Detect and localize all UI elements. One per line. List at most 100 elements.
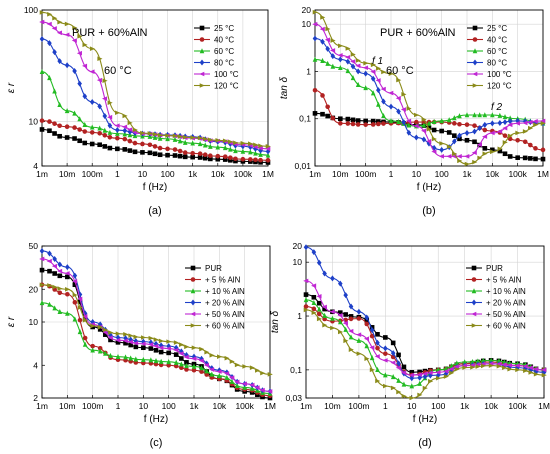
legend: 25 °C 40 °C 60 °C 80 °C 100 °C 120 °C <box>467 24 512 91</box>
data-point <box>426 120 432 126</box>
legend: 25 °C 40 °C 60 °C 80 °C 100 °C 120 °C <box>194 24 239 91</box>
data-point <box>147 150 153 156</box>
data-point <box>153 343 159 349</box>
data-point <box>395 95 401 101</box>
data-point <box>102 132 108 138</box>
data-point <box>47 128 52 134</box>
data-point <box>122 127 128 134</box>
data-point <box>158 345 164 351</box>
data-point <box>475 362 481 367</box>
data-point <box>376 66 382 71</box>
data-point <box>209 371 215 377</box>
data-point <box>345 58 351 65</box>
data-point <box>523 368 529 373</box>
data-point <box>390 360 396 365</box>
x-tick-label: 10k <box>212 401 226 411</box>
x-axis-label: f (Hz) <box>417 182 441 193</box>
chart-panel-a: 1m 10m 100m 1 10 100 1k 10k 100k 1M 100 10 4 f (Hz) ε … <box>6 5 274 217</box>
data-point <box>311 299 317 306</box>
x-tick-label: 1M <box>537 169 549 179</box>
data-point <box>197 155 203 160</box>
data-point <box>82 314 88 319</box>
data-point <box>115 337 121 343</box>
data-point <box>64 124 70 129</box>
data-point <box>64 271 70 276</box>
x-tick-label: 10k <box>485 169 499 179</box>
data-point <box>364 356 370 362</box>
x-tick-label: 100k <box>235 401 254 411</box>
data-point <box>350 117 356 123</box>
data-point <box>97 103 102 110</box>
data-point <box>133 340 139 346</box>
data-point <box>396 389 402 395</box>
data-point <box>522 139 528 145</box>
data-point <box>345 54 351 60</box>
data-point <box>260 370 266 376</box>
data-point <box>376 121 381 127</box>
data-point <box>375 339 380 346</box>
data-point <box>128 355 133 361</box>
data-point <box>320 93 325 98</box>
data-point <box>39 267 45 273</box>
panel-caption: (d) <box>418 437 431 449</box>
data-point <box>191 367 197 373</box>
data-point <box>312 56 318 62</box>
data-point <box>363 118 368 124</box>
data-point <box>348 347 354 352</box>
data-point <box>72 316 78 322</box>
data-point <box>82 129 88 134</box>
legend-label: + 5 % AlN <box>205 276 241 285</box>
data-point <box>426 126 432 132</box>
data-point <box>388 118 394 124</box>
data-point <box>348 314 354 319</box>
data-point <box>228 158 233 163</box>
data-point <box>57 261 63 268</box>
y-tick-label: 2 <box>33 393 38 403</box>
data-point <box>370 90 376 96</box>
data-point <box>312 35 318 42</box>
data-point <box>370 122 376 127</box>
data-point <box>338 121 343 126</box>
legend-marker <box>190 311 196 317</box>
data-point <box>390 385 396 391</box>
series-line <box>314 37 544 151</box>
data-point <box>114 123 120 128</box>
data-point <box>312 21 318 27</box>
data-point <box>65 291 70 297</box>
data-point <box>370 75 376 82</box>
x-tick-label: 1 <box>383 401 388 411</box>
data-point <box>316 306 322 312</box>
data-point <box>337 53 343 58</box>
data-point <box>401 119 406 126</box>
data-point <box>179 356 184 361</box>
data-point <box>122 338 128 344</box>
data-point <box>337 313 343 318</box>
data-point <box>184 360 189 365</box>
data-point <box>322 312 327 318</box>
y-tick-label: 0,1 <box>290 365 302 375</box>
legend-label: 40 °C <box>214 36 234 45</box>
data-point <box>182 134 189 140</box>
data-point <box>265 146 271 152</box>
data-point <box>431 118 437 125</box>
data-point <box>215 137 221 143</box>
data-point <box>72 279 78 284</box>
data-point <box>337 329 344 335</box>
data-point <box>77 127 82 132</box>
data-point <box>350 52 356 57</box>
legend-label: 25 °C <box>487 24 507 33</box>
data-point <box>322 270 327 277</box>
data-point <box>396 118 401 125</box>
data-point <box>506 363 513 368</box>
data-point <box>528 156 533 161</box>
data-point <box>148 335 154 341</box>
data-point <box>97 348 103 354</box>
data-point <box>507 118 513 125</box>
data-point <box>381 98 386 105</box>
data-point <box>234 382 240 388</box>
data-point <box>258 147 263 154</box>
data-point <box>228 139 234 145</box>
data-point <box>82 93 88 100</box>
data-point <box>320 57 325 64</box>
